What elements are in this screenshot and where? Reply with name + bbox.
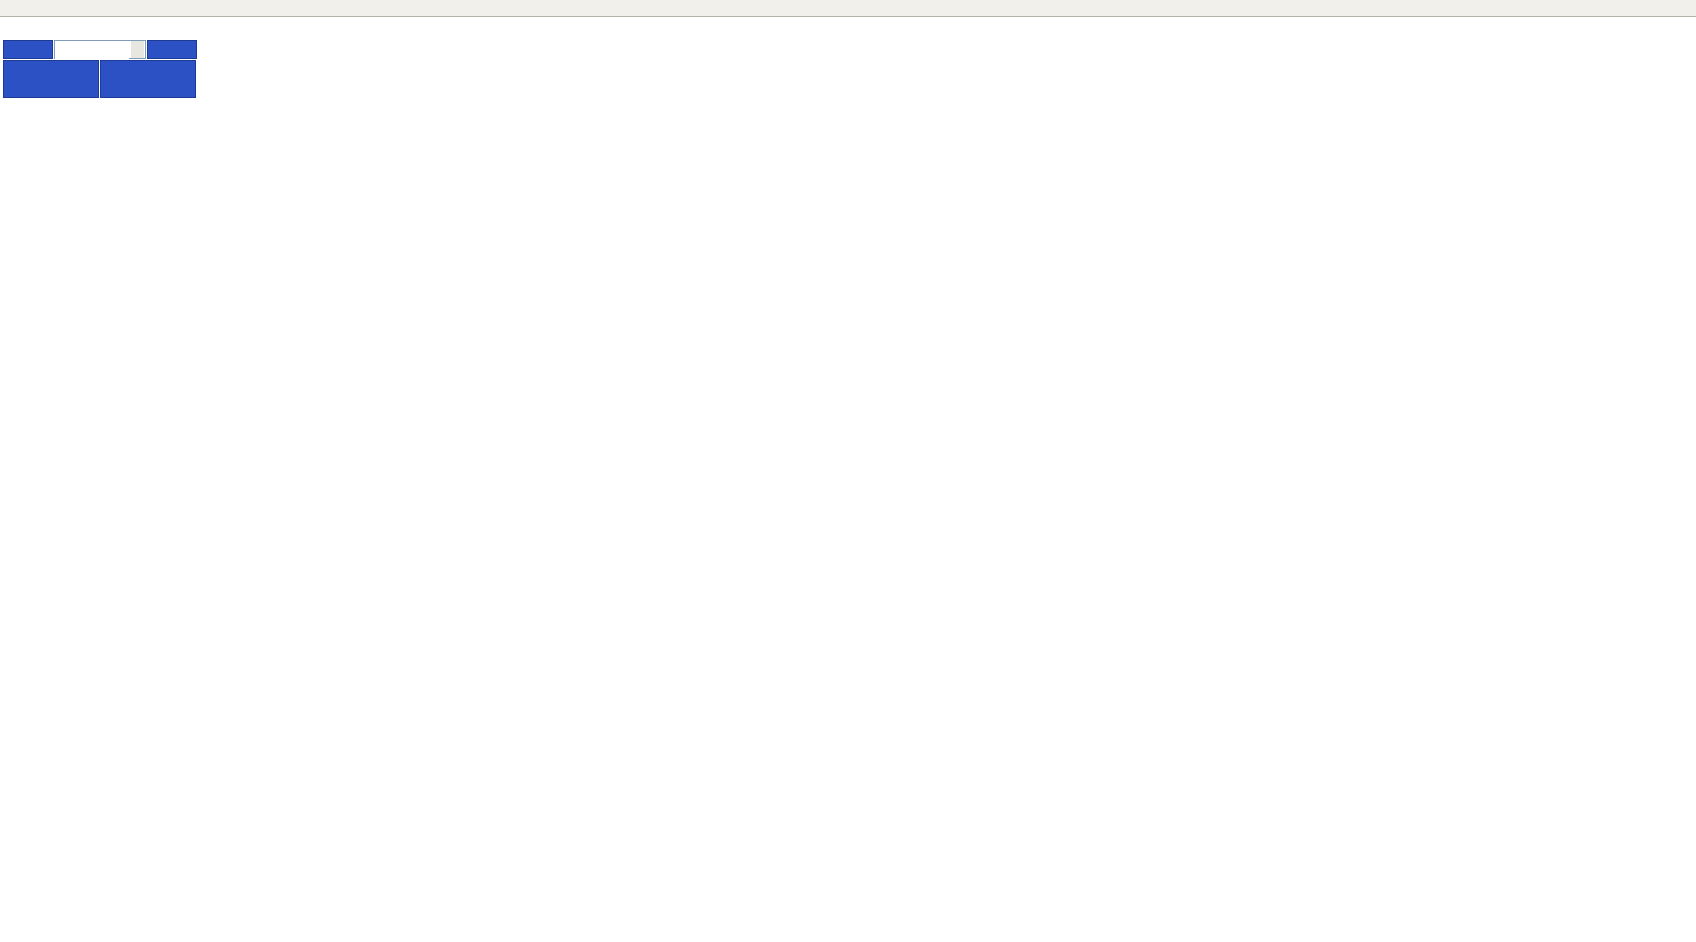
sell-price-button[interactable]: [3, 60, 99, 98]
buy-price-button[interactable]: [100, 60, 196, 98]
volume-input[interactable]: [55, 43, 129, 60]
sell-button[interactable]: [3, 40, 53, 59]
volume-field[interactable]: [54, 40, 146, 60]
one-click-trading-panel: [3, 40, 197, 98]
buy-button[interactable]: [147, 40, 197, 59]
toolbar: [0, 0, 1696, 17]
